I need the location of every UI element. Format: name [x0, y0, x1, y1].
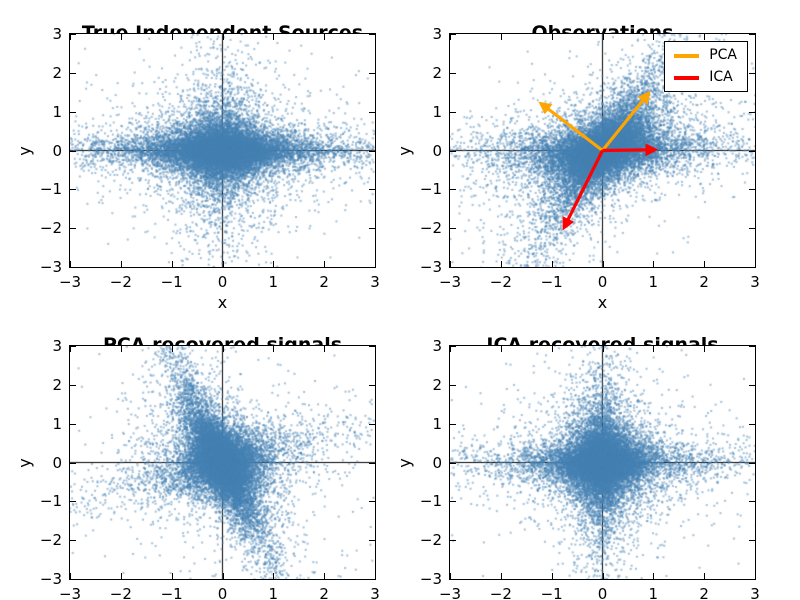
x-axis-label: x: [597, 293, 608, 312]
x-tick-label: 2: [319, 585, 329, 600]
ica-arrow: [602, 143, 659, 157]
y-tick-label: 0: [52, 453, 62, 472]
plot-area: [69, 345, 376, 580]
y-tick-label: −2: [419, 531, 442, 550]
x-tick-labels: −3 −2 −1 0 1 2 3: [439, 585, 760, 600]
y-tick-label: 1: [432, 102, 442, 121]
y-tick-label: 0: [52, 141, 62, 160]
x-tick-label: 1: [648, 273, 659, 291]
y-tick-label: −3: [419, 570, 442, 588]
x-tick-label: −3: [438, 585, 462, 600]
x-tick-label: 2: [699, 585, 709, 600]
pca-arrow: [601, 90, 651, 152]
scatter-canvas: [70, 34, 375, 267]
x-tick-label: 0: [217, 585, 228, 600]
y-tick-label: −1: [39, 180, 62, 199]
y-tick-labels: −3 −2 −1 0 1 2 3: [404, 25, 442, 276]
x-tick-label: 1: [648, 585, 659, 600]
x-tick-label: −3: [438, 273, 462, 291]
y-tick-label: −1: [39, 492, 62, 511]
axes-decorations: [70, 34, 375, 267]
x-tick-labels: −3 −2 −1 0 1 2 3: [439, 273, 760, 291]
ica-arrow: [562, 149, 604, 231]
y-tick-label: −1: [419, 180, 442, 199]
y-tick-label: 3: [52, 25, 62, 43]
scatter-canvas: [450, 346, 755, 579]
y-tick-labels: −3 −2 −1 0 1 2 3: [24, 25, 62, 276]
y-tick-label: 2: [52, 63, 62, 82]
legend-line-ica: [674, 75, 700, 80]
y-tick-label: −2: [39, 531, 62, 550]
y-tick-label: 3: [52, 337, 62, 355]
legend-label: PCA: [709, 47, 737, 63]
y-tick-label: 3: [432, 337, 442, 355]
x-tick-label: 2: [699, 273, 709, 291]
y-tick-label: 1: [432, 414, 442, 433]
legend-label: ICA: [709, 69, 733, 85]
y-tick-label: 1: [52, 102, 62, 121]
x-tick-label: −3: [58, 585, 82, 600]
x-tick-label: −1: [540, 585, 563, 600]
y-tick-label: −3: [39, 570, 62, 588]
x-tick-label: 3: [370, 273, 380, 291]
x-tick-label: 3: [370, 585, 380, 600]
plot-area: PCA ICA: [449, 33, 756, 268]
y-tick-label: 3: [432, 25, 442, 43]
y-tick-labels: −3 −2 −1 0 1 2 3: [24, 337, 62, 588]
x-tick-label: −2: [489, 585, 512, 600]
axes-decorations: [70, 346, 375, 579]
x-tick-labels: −3 −2 −1 0 1 2 3: [59, 585, 380, 600]
x-tick-labels: −3 −2 −1 0 1 2 3: [59, 273, 380, 291]
x-tick-label: −1: [160, 273, 183, 291]
x-tick-label: 2: [319, 273, 329, 291]
x-tick-label: 0: [217, 273, 228, 291]
x-tick-label: 0: [597, 585, 608, 600]
y-tick-label: −3: [419, 258, 442, 276]
x-tick-label: −1: [160, 585, 183, 600]
x-tick-label: 0: [597, 273, 608, 291]
y-tick-label: 2: [52, 375, 62, 394]
x-tick-label: 1: [268, 273, 279, 291]
pca-arrow: [538, 101, 604, 152]
y-tick-label: −3: [39, 258, 62, 276]
y-tick-label: −2: [39, 219, 62, 238]
x-tick-label: 3: [750, 585, 760, 600]
y-tick-label: 0: [432, 141, 442, 160]
y-tick-label: −1: [419, 492, 442, 511]
y-tick-labels: −3 −2 −1 0 1 2 3: [404, 337, 442, 588]
x-tick-label: −2: [109, 585, 132, 600]
x-tick-label: −2: [109, 273, 132, 291]
x-tick-label: 1: [268, 585, 279, 600]
legend-entry: PCA: [674, 48, 737, 63]
y-tick-label: 2: [432, 375, 442, 394]
plot-area: [69, 33, 376, 268]
x-tick-label: −3: [58, 273, 82, 291]
y-tick-label: 1: [52, 414, 62, 433]
plot-area: [449, 345, 756, 580]
y-tick-label: 2: [432, 63, 442, 82]
x-tick-label: 3: [750, 273, 760, 291]
x-tick-label: −2: [489, 273, 512, 291]
axes-decorations: [450, 346, 755, 579]
legend-line-pca: [674, 53, 700, 58]
axes-decorations: [450, 34, 755, 267]
x-tick-label: −1: [540, 273, 563, 291]
scatter-canvas: [70, 346, 375, 579]
legend: PCA ICA: [664, 41, 748, 92]
y-tick-label: 0: [432, 453, 442, 472]
y-tick-label: −2: [419, 219, 442, 238]
legend-entry: ICA: [674, 70, 737, 85]
x-axis-label: x: [217, 293, 228, 312]
